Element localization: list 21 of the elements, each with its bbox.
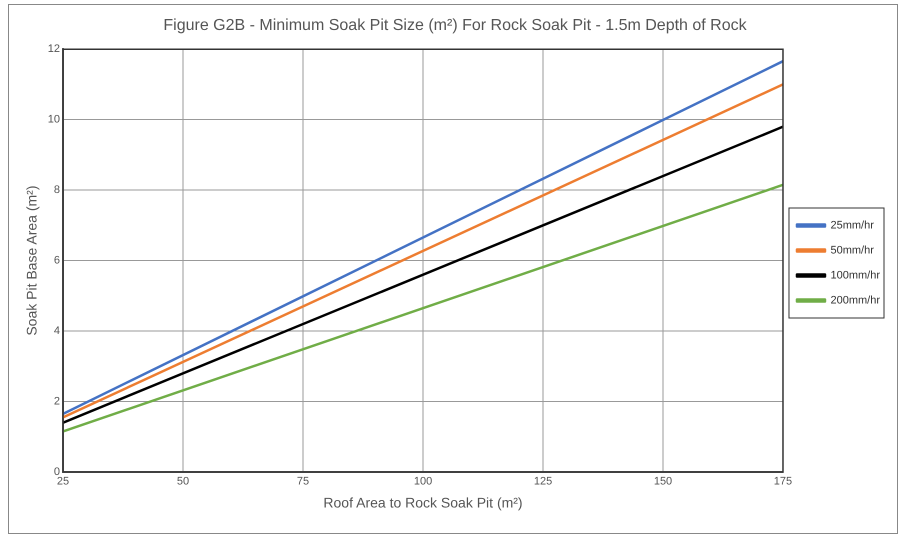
- x-tick-label: 175: [774, 476, 792, 488]
- x-tick-label: 75: [296, 476, 310, 488]
- legend-label: 25mm/hr: [830, 220, 874, 232]
- y-tick-label: 10: [48, 114, 60, 126]
- x-tick-label: 50: [176, 476, 190, 488]
- y-axis-title: Soak Pit Base Area (m²): [23, 186, 40, 336]
- y-tick-label: 8: [54, 184, 60, 196]
- y-tick-label: 4: [54, 325, 60, 338]
- x-tick-label: 100: [414, 476, 432, 488]
- chart-title: Figure G2B - Minimum Soak Pit Size (m²) For Rock Soak Pit - 1.5m Depth of Rock: [163, 17, 748, 34]
- y-tick-label: 2: [54, 396, 60, 408]
- y-tick-label: 0: [54, 466, 60, 478]
- legend-label: 100mm/hr: [830, 270, 880, 282]
- y-tick-label: 12: [48, 43, 60, 56]
- x-tick-label: 125: [534, 476, 552, 488]
- y-tick-label: 6: [54, 254, 60, 267]
- legend-label: 200mm/hr: [830, 294, 880, 307]
- legend-label: 50mm/hr: [830, 244, 874, 257]
- x-tick-label: 25: [56, 476, 70, 488]
- x-tick-label: 150: [654, 476, 672, 488]
- x-axis-title: Roof Area to Rock Soak Pit (m²): [323, 494, 523, 510]
